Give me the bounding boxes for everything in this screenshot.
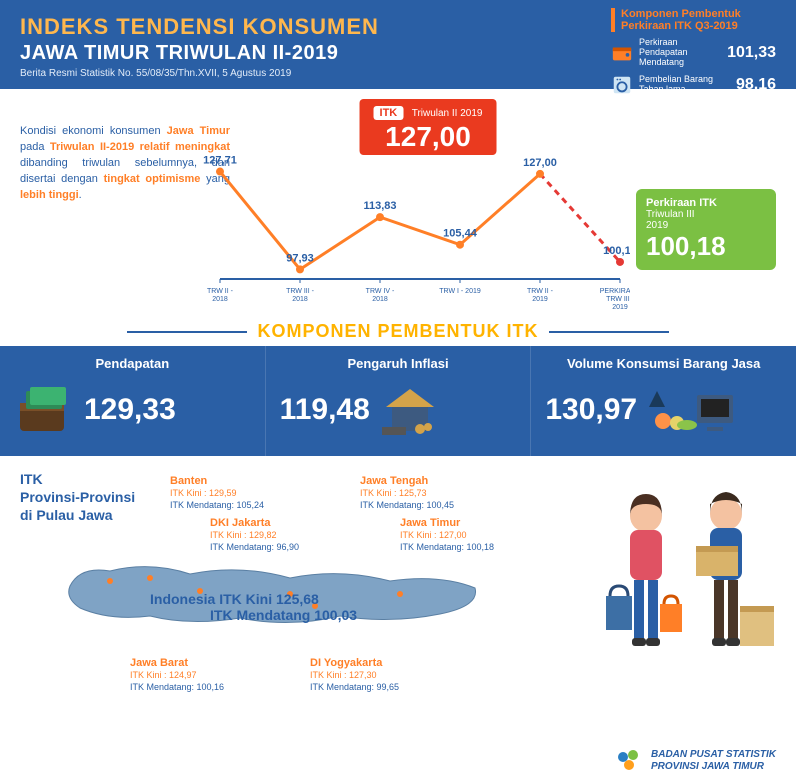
svg-text:2019: 2019 [612, 304, 628, 311]
page: INDEKS TENDENSI KONSUMEN JAWA TIMUR TRIW… [0, 0, 796, 783]
province-callout: Jawa Barat ITK Kini : 124,97 ITK Mendata… [130, 656, 224, 694]
stat-pendapatan: Pendapatan 129,33 [0, 346, 265, 456]
people-illustration [596, 486, 776, 686]
komponen-row: Perkiraan Pendapatan Mendatang 101,33 [611, 38, 776, 68]
svg-text:127,00: 127,00 [523, 157, 557, 169]
footer-org: BADAN PUSAT STATISTIK PROVINSI JAWA TIMU… [651, 749, 776, 773]
svg-text:127,71: 127,71 [203, 155, 237, 167]
svg-text:97,93: 97,93 [286, 252, 314, 264]
footer: BADAN PUSAT STATISTIK PROVINSI JAWA TIMU… [615, 747, 776, 775]
komponen-panel: Komponen Pembentuk Perkiraan ITK Q3-2019… [611, 8, 776, 96]
komponen-label: Perkiraan Pendapatan Mendatang [639, 38, 727, 68]
province-callout: Banten ITK Kini : 129,59 ITK Mendatang: … [170, 474, 264, 512]
province-callout: DI Yogyakarta ITK Kini : 127,30 ITK Mend… [310, 656, 399, 694]
itk-tag-label: ITK [374, 106, 404, 120]
province-callout: Jawa Tengah ITK Kini : 125,73 ITK Mendat… [360, 474, 454, 512]
komponen-value: 101,33 [727, 44, 776, 62]
svg-text:2019: 2019 [532, 296, 548, 303]
stats-row: Pendapatan 129,33 Pengaruh Inflasi 119,4… [0, 346, 796, 456]
svg-text:2018: 2018 [372, 296, 388, 303]
house-icon [380, 385, 440, 435]
svg-text:2018: 2018 [292, 296, 308, 303]
forecast-title: Perkiraan ITK [646, 197, 766, 209]
header: INDEKS TENDENSI KONSUMEN JAWA TIMUR TRIW… [0, 0, 796, 89]
map-area: ITK Provinsi-Provinsi di Pulau Jawa Bant… [0, 456, 796, 716]
indonesia-summary: Indonesia ITK Kini 125,68 ITK Mendatang … [150, 591, 357, 623]
svg-text:PERKIRAAN: PERKIRAAN [600, 288, 630, 295]
forecast-box: Perkiraan ITK Triwulan III 2019 100,18 [636, 189, 776, 270]
svg-text:113,83: 113,83 [363, 200, 396, 212]
province-callout: DKI Jakarta ITK Kini : 129,82 ITK Mendat… [210, 516, 299, 554]
svg-text:105,44: 105,44 [443, 228, 478, 240]
itk-tag-value: 127,00 [374, 123, 483, 151]
svg-text:TRW III -: TRW III - [286, 288, 315, 295]
svg-text:TRW I - 2019: TRW I - 2019 [439, 288, 481, 295]
itk-tag-sub: Triwulan II 2019 [412, 108, 483, 119]
stat-konsumsi: Volume Konsumsi Barang Jasa 130,97 [530, 346, 796, 456]
stat-value: 130,97 [545, 393, 637, 427]
stat-inflasi: Pengaruh Inflasi 119,48 [265, 346, 531, 456]
bps-logo-icon [615, 747, 643, 775]
itk-highlight: ITK Triwulan II 2019 127,00 [360, 99, 497, 155]
line-chart-svg: 127,71TRW II -201897,93TRW III -2018113,… [200, 154, 630, 319]
summary-text: Kondisi ekonomi konsumen Jawa Timur pada… [20, 99, 230, 319]
goods-icon [647, 385, 737, 435]
komponen-title: Komponen Pembentuk Perkiraan ITK Q3-2019 [611, 8, 776, 32]
forecast-value: 100,18 [646, 231, 766, 262]
section-divider: KOMPONEN PEMBENTUK ITK [0, 321, 796, 342]
wallet-icon [611, 42, 633, 64]
province-callout: Jawa Timur ITK Kini : 127,00 ITK Mendata… [400, 516, 494, 554]
stat-value: 129,33 [84, 393, 176, 427]
svg-text:2018: 2018 [212, 296, 228, 303]
main-area: Kondisi ekonomi konsumen Jawa Timur pada… [0, 89, 796, 319]
svg-text:TRW III -: TRW III - [606, 296, 630, 303]
svg-text:TRW II -: TRW II - [207, 288, 234, 295]
svg-text:TRW II -: TRW II - [527, 288, 554, 295]
wallet-icon [14, 385, 74, 435]
itk-chart: ITK Triwulan II 2019 127,00 127,71TRW II… [230, 99, 626, 319]
svg-text:100,18: 100,18 [603, 245, 630, 257]
stat-value: 119,48 [280, 393, 370, 427]
svg-text:TRW IV -: TRW IV - [366, 288, 395, 295]
